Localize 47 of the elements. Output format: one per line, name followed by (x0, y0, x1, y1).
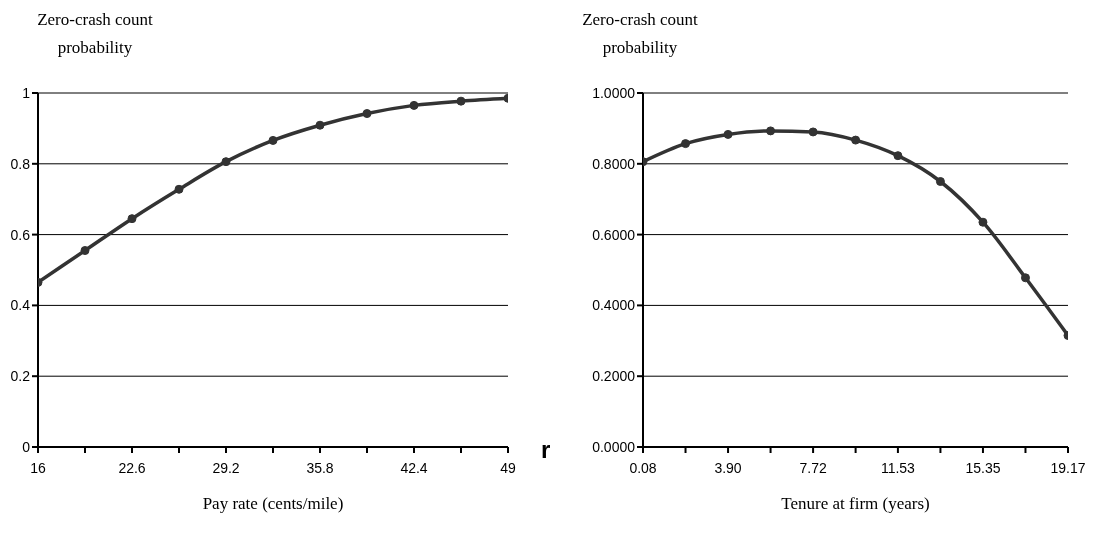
x-axis-title: Pay rate (cents/mile) (201, 494, 345, 514)
point (766, 126, 776, 136)
x-axis-title: Tenure at firm (years) (780, 494, 931, 514)
y-tick-label: 0.0000 (592, 438, 636, 455)
point (851, 135, 861, 145)
y-tick-label: 0.8 (10, 155, 31, 172)
point (362, 109, 372, 119)
y-axis-title: Zero-crash count probability (36, 9, 154, 59)
x-tick-label: 49 (500, 459, 516, 476)
point (127, 214, 137, 224)
x-tick-label: 7.72 (799, 459, 827, 476)
x-tick-label: 0.08 (629, 459, 657, 476)
point (1020, 273, 1030, 283)
x-tick-label: 22.6 (118, 459, 146, 476)
y-tick-label: 0 (22, 438, 31, 455)
y-tick-label: 0.6000 (592, 226, 636, 243)
point (268, 135, 278, 145)
x-tick-label: 11.53 (880, 459, 916, 476)
y-tick-label: 0.6 (10, 226, 31, 243)
x-tick-label: 16 (30, 459, 46, 476)
y-axis-title: Zero-crash count probability (581, 9, 699, 59)
x-tick-label: 42.4 (400, 459, 428, 476)
y-tick-label: 0.4 (10, 297, 31, 314)
point (808, 127, 818, 137)
y-tick-label: 0.8000 (592, 155, 636, 172)
point (221, 157, 231, 167)
x-tick-label: 15.35 (965, 459, 1001, 476)
point (935, 177, 945, 186)
y-tick-label: 1.0000 (592, 84, 636, 101)
x-tick-label: 29.2 (212, 459, 240, 476)
y-tick-label: 0.4000 (592, 297, 636, 314)
point (456, 96, 466, 106)
point (893, 151, 903, 161)
point (409, 100, 419, 110)
y-tick-label: 1 (22, 84, 31, 101)
x-tick-label: 35.8 (306, 459, 334, 476)
y-tick-label: 0.2000 (592, 368, 636, 385)
point (80, 246, 90, 256)
point (723, 129, 733, 139)
x-tick-label: 19.17 (1050, 459, 1086, 476)
point (174, 184, 184, 194)
point (681, 139, 691, 149)
point (315, 120, 325, 130)
text: r (541, 436, 551, 464)
point (978, 217, 988, 227)
x-tick-label: 3.90 (714, 459, 742, 476)
y-tick-label: 0.2 (10, 368, 31, 385)
